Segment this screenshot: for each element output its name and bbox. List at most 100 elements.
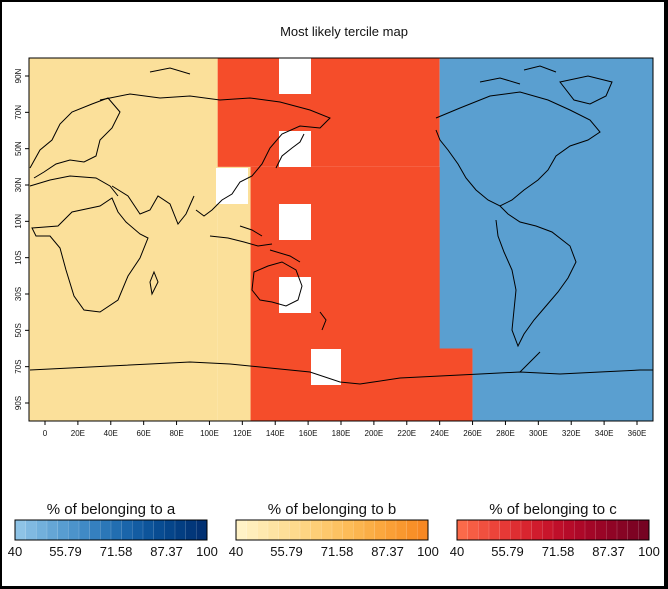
legend-swatch [638,519,650,541]
legend-swatch [36,519,48,541]
lon-tick-label: 300E [529,429,548,438]
map-panel: 0 20E 40E 60E 80E 100E 120E 140E 160E 180E 200E 220… [14,57,654,438]
legend-swatch [374,519,386,541]
legend-swatch [110,519,123,541]
legend-swatch [584,519,597,541]
legend-tick-label: 87.37 [371,544,404,559]
lon-tick-label: 100E [200,429,219,438]
lon-tick-label: 340E [595,429,614,438]
legend-tick-label: 100 [417,544,439,559]
legend-tick-label: 87.37 [150,544,183,559]
coastlines [29,65,653,385]
legend-swatch [563,519,575,541]
legend-swatch [278,519,290,541]
lon-tick-label: 20E [71,429,85,438]
legend-c: % of belonging to c 40 55.79 71.58 87.37 100 [450,501,660,559]
legend-tick-label: 40 [450,544,464,559]
lon-tick-label: 160E [299,429,318,438]
lat-tick-label: 90S [14,396,23,410]
legend-swatch [595,519,607,541]
legend-swatch [499,519,511,541]
lon-tick-label: 180E [332,429,351,438]
legend-swatch [257,519,269,541]
lon-tick-label: 80E [169,429,183,438]
mask-patch [311,349,341,385]
region-a-5 [472,348,653,421]
legend-tick-label: 40 [229,544,243,559]
coastline-africa [31,197,149,313]
coastline-antarctica [29,361,653,385]
lon-tick-label: 60E [137,429,151,438]
lon-tick-label: 320E [562,429,581,438]
coastline-arabia [111,185,195,225]
legend-swatch [25,519,37,541]
legend-swatch [488,519,501,541]
mask-patch [216,168,248,204]
legend-swatch [142,519,155,541]
mask-patch [279,58,311,94]
lon-tick-label: 260E [463,429,482,438]
lon-tick-label: 280E [496,429,515,438]
coastline-antarctic-peninsula [519,351,541,373]
longitude-axis: 0 20E 40E 60E 80E 100E 120E 140E 160E 180E 200E 220… [43,421,646,438]
mask-patch [279,204,311,240]
coastline-arctic-islands [149,65,557,85]
lon-tick-label: 40E [104,429,118,438]
lat-tick-label: 90N [14,68,23,83]
lon-tick-label: 240E [430,429,449,438]
legend-swatch [478,519,490,541]
legend-swatch [456,519,469,541]
coastline-madagascar [149,270,159,296]
legend-swatch [363,519,376,541]
lon-tick-label: 120E [233,429,252,438]
legend-tick-label: 55.79 [491,544,524,559]
lat-tick-label: 30S [14,287,23,301]
legend-swatch [246,519,258,541]
legend-swatch [14,519,27,541]
legend-swatch [46,519,59,541]
coastline-north-america [435,91,601,207]
legend-swatch [289,519,301,541]
mask-patch [279,131,311,167]
lon-tick-label: 220E [397,429,416,438]
lon-tick-label: 140E [266,429,285,438]
legend-b: % of belonging to b 40 55.79 71.58 87.37 100 [229,501,439,559]
legend-swatch [164,519,176,541]
coastline-new-zealand [319,311,327,331]
legend-swatch [68,519,80,541]
region-b-0 [29,58,218,421]
legend-swatch [542,519,554,541]
coastline-south-america [495,205,577,348]
coastline-australia [251,261,303,307]
legend-swatch [467,519,479,541]
legend-swatch [417,519,429,541]
lat-tick-label: 50N [14,141,23,156]
coastline-japan [275,133,305,169]
mask-patch [279,277,311,313]
lon-tick-label: 200E [365,429,384,438]
legend-swatch [552,519,565,541]
legend-tick-label: 71.58 [542,544,575,559]
legend-tick-label: 55.79 [270,544,303,559]
coastline-indonesia [209,225,301,263]
legend-swatch [574,519,586,541]
legend-swatch [132,519,144,541]
legend-swatch [510,519,522,541]
legend-swatch [78,519,91,541]
legend-tick-label: 71.58 [321,544,354,559]
region-a-4 [439,58,653,349]
legend-tick-label: 100 [638,544,660,559]
legend-swatch [57,519,69,541]
coastline-europe [29,97,121,179]
lat-tick-label: 70S [14,360,23,374]
lat-tick-label: 10N [14,214,23,229]
map-title: Most likely tercile map [280,24,408,39]
latitude-axis: 90N 70N 50N 30N 10N 10S 30S 50S 70S 90S [14,68,29,410]
legend-tick-label: 87.37 [592,544,625,559]
region-b-1 [217,166,251,421]
legend-swatch [185,519,197,541]
legend-tick-label: 71.58 [100,544,133,559]
legend-area: % of belonging to a 40 55.79 71.58 87.37 100%… [8,501,660,559]
lat-tick-label: 50S [14,323,23,337]
